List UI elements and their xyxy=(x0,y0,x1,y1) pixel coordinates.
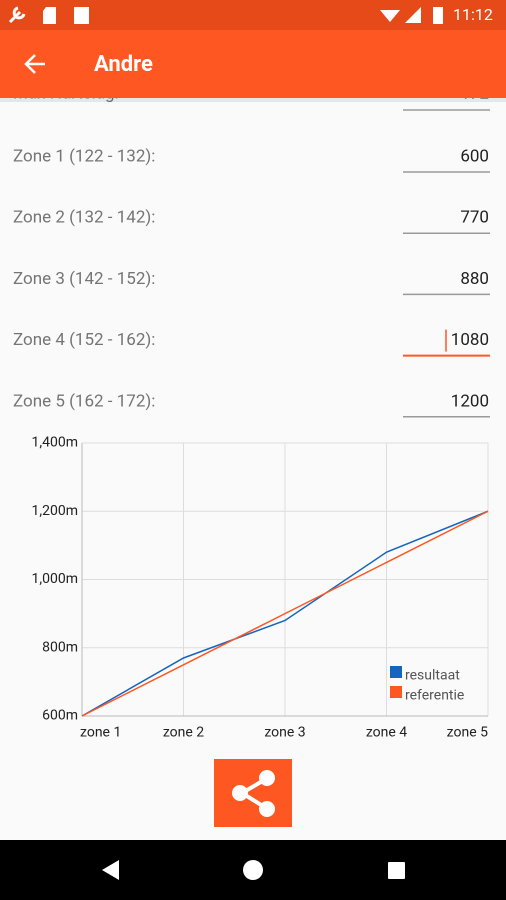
x-tick-label: zone 5 xyxy=(447,725,488,741)
back-button[interactable] xyxy=(24,54,45,74)
field-value[interactable]: 600 xyxy=(460,146,489,166)
field-label: Zone 2 (132 - 142): xyxy=(13,208,155,228)
app-title: Andre xyxy=(94,52,153,77)
chart: 600m 800m 1,000m 1,200m 1,400m zone 1 zone 2 zo… xyxy=(31,435,489,741)
legend-swatch xyxy=(390,666,402,678)
legend-label: resultaat xyxy=(405,668,460,684)
battery-icon xyxy=(433,7,443,24)
status-icon xyxy=(74,7,89,24)
nav-recents[interactable] xyxy=(388,862,405,879)
share-button[interactable] xyxy=(214,759,292,827)
legend-label: referentie xyxy=(405,688,464,704)
app-bar xyxy=(0,30,506,98)
back-icon xyxy=(24,54,36,74)
field-value[interactable]: 1200 xyxy=(451,391,489,411)
status-icon xyxy=(8,6,26,24)
share-icon xyxy=(259,770,275,786)
series-line xyxy=(81,510,489,717)
x-tick-label: zone 4 xyxy=(366,725,407,741)
field-value[interactable]: 1080 xyxy=(451,330,489,350)
status-icon xyxy=(43,7,56,24)
field-label: Zone 4 (152 - 162): xyxy=(13,330,155,350)
y-tick-label: 1,400m xyxy=(31,435,78,451)
field-label: Zone 3 (142 - 152): xyxy=(13,269,155,289)
field-label: Zone 1 (122 - 132): xyxy=(13,146,155,166)
x-tick-label: zone 1 xyxy=(80,725,121,741)
x-tick-label: zone 2 xyxy=(163,725,204,741)
field-value[interactable]: 770 xyxy=(460,208,489,228)
field-label: Zone 5 (162 - 172): xyxy=(13,391,155,411)
app-bar-shadow xyxy=(0,98,506,102)
share-icon xyxy=(232,785,248,801)
signal-icon xyxy=(405,7,421,23)
share-button-bg[interactable] xyxy=(214,759,292,827)
wifi-icon xyxy=(380,10,400,22)
y-tick-label: 800m xyxy=(42,639,78,655)
field-value[interactable]: 880 xyxy=(460,269,489,289)
y-tick-label: 1,000m xyxy=(31,571,78,587)
share-icon xyxy=(259,801,275,817)
legend-swatch xyxy=(390,686,402,698)
y-tick-label: 1,200m xyxy=(31,503,78,519)
x-tick-label: zone 3 xyxy=(264,725,305,741)
nav-back[interactable] xyxy=(102,860,119,880)
series-line xyxy=(81,510,489,717)
nav-home[interactable] xyxy=(243,860,263,880)
y-tick-label: 600m xyxy=(42,708,78,724)
status-time: 11:12 xyxy=(453,5,493,24)
